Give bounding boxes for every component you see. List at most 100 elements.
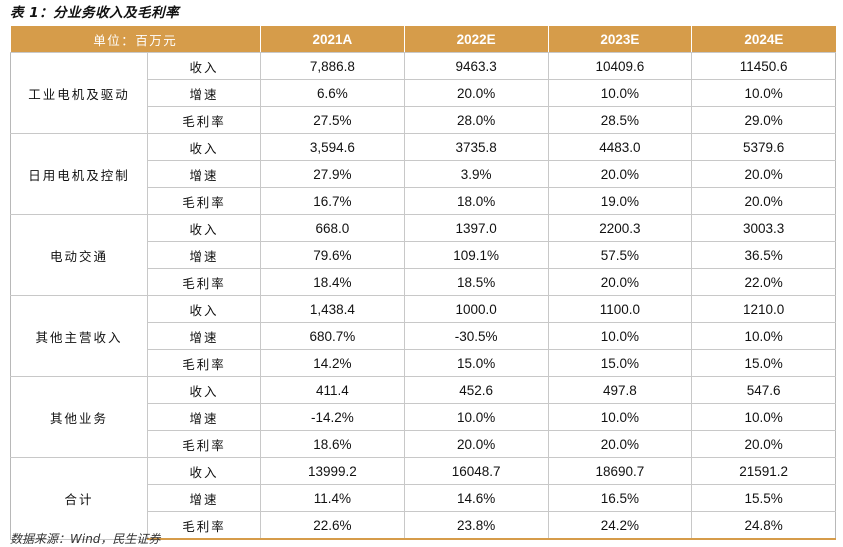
- value-cell: 1,438.4: [260, 295, 405, 323]
- table-row: 合计 收入 13999.2 16048.7 18690.7 21591.2: [10, 457, 837, 540]
- value-cell: 20.0%: [403, 79, 549, 107]
- value-cell: -30.5%: [403, 322, 549, 350]
- table-row: 毛利率 27.5% 28.0% 28.5% 29.0%: [11, 106, 837, 134]
- metric-label-cell: 毛利率: [146, 106, 262, 134]
- value-cell: 28.5%: [547, 106, 693, 134]
- metric-label-cell: 增速: [146, 79, 262, 107]
- value-cell: 18.0%: [403, 187, 549, 215]
- table-row: 增速 27.9% 3.9% 20.0% 20.0%: [11, 160, 837, 188]
- value-cell: 497.8: [547, 376, 693, 404]
- value-cell: 18.4%: [260, 268, 405, 296]
- unit-header: 单位：百万元: [10, 26, 262, 53]
- metric-label-cell: 收入: [146, 214, 262, 242]
- value-cell: 3.9%: [403, 160, 549, 188]
- value-cell: 9463.3: [403, 52, 549, 80]
- year-header: 2024E: [691, 26, 836, 53]
- segment-name-cell: 日用电机及控制: [10, 133, 148, 215]
- table-row: 毛利率 18.6% 20.0% 20.0% 20.0%: [11, 430, 837, 458]
- value-cell: 20.0%: [691, 160, 837, 188]
- value-cell: 20.0%: [547, 430, 693, 458]
- value-cell: 3,594.6: [260, 133, 405, 161]
- value-cell: -14.2%: [260, 403, 405, 431]
- table-caption: 表 1：分业务收入及毛利率: [10, 5, 180, 21]
- segment-financials-table: 单位：百万元 2021A 2022E 2023E 2024E 工业电机及驱动 收入…: [10, 26, 837, 540]
- value-cell: 680.7%: [260, 322, 405, 350]
- value-cell: 10.0%: [403, 403, 549, 431]
- value-cell: 20.0%: [547, 160, 693, 188]
- metric-label-cell: 增速: [146, 241, 262, 269]
- value-cell: 24.8%: [691, 511, 837, 540]
- value-cell: 27.5%: [260, 106, 405, 134]
- table-row: 增速 6.6% 20.0% 10.0% 10.0%: [11, 79, 837, 107]
- value-cell: 3735.8: [403, 133, 549, 161]
- value-cell: 18690.7: [547, 457, 693, 485]
- value-cell: 79.6%: [260, 241, 405, 269]
- table-row: 日用电机及控制 收入 3,594.6 3735.8 4483.0 5379.6: [10, 133, 837, 215]
- value-cell: 27.9%: [260, 160, 405, 188]
- year-header: 2023E: [547, 26, 693, 53]
- metric-label-cell: 毛利率: [146, 511, 262, 540]
- value-cell: 18.6%: [260, 430, 405, 458]
- value-cell: 6.6%: [260, 79, 405, 107]
- value-cell: 109.1%: [403, 241, 549, 269]
- segment-name-cell: 合计: [10, 457, 148, 540]
- value-cell: 23.8%: [403, 511, 549, 540]
- value-cell: 10.0%: [547, 79, 693, 107]
- value-cell: 15.0%: [403, 349, 549, 377]
- value-cell: 16.7%: [260, 187, 405, 215]
- value-cell: 668.0: [260, 214, 405, 242]
- value-cell: 13999.2: [260, 457, 405, 485]
- value-cell: 15.5%: [691, 484, 837, 512]
- table-row: 工业电机及驱动 收入 7,886.8 9463.3 10409.6 11450.6: [10, 52, 837, 134]
- value-cell: 10.0%: [547, 322, 693, 350]
- metric-label-cell: 增速: [146, 484, 262, 512]
- value-cell: 411.4: [260, 376, 405, 404]
- metric-label-cell: 收入: [146, 376, 262, 404]
- value-cell: 16048.7: [403, 457, 549, 485]
- value-cell: 24.2%: [547, 511, 693, 540]
- value-cell: 36.5%: [691, 241, 837, 269]
- table-row: 电动交通 收入 668.0 1397.0 2200.3 3003.3: [10, 214, 837, 296]
- value-cell: 19.0%: [547, 187, 693, 215]
- value-cell: 3003.3: [691, 214, 837, 242]
- metric-label-cell: 收入: [146, 133, 262, 161]
- table-row: 增速 11.4% 14.6% 16.5% 15.5%: [11, 484, 837, 512]
- metric-label-cell: 收入: [146, 52, 262, 80]
- table-row: 毛利率 16.7% 18.0% 19.0% 20.0%: [11, 187, 837, 215]
- metric-label-cell: 收入: [146, 457, 262, 485]
- metric-label-cell: 毛利率: [146, 187, 262, 215]
- segment-name-cell: 其他主营收入: [10, 295, 148, 377]
- value-cell: 57.5%: [547, 241, 693, 269]
- value-cell: 2200.3: [547, 214, 693, 242]
- table-row: 增速 79.6% 109.1% 57.5% 36.5%: [11, 241, 837, 269]
- metric-label-cell: 毛利率: [146, 268, 262, 296]
- value-cell: 10409.6: [547, 52, 693, 80]
- table-row: 其他主营收入 收入 1,438.4 1000.0 1100.0 1210.0: [10, 295, 837, 377]
- value-cell: 20.0%: [691, 430, 837, 458]
- metric-label-cell: 增速: [146, 403, 262, 431]
- value-cell: 1000.0: [403, 295, 549, 323]
- segment-name-cell: 工业电机及驱动: [10, 52, 148, 134]
- value-cell: 16.5%: [547, 484, 693, 512]
- value-cell: 15.0%: [547, 349, 693, 377]
- value-cell: 4483.0: [547, 133, 693, 161]
- table-row: 增速 -14.2% 10.0% 10.0% 10.0%: [11, 403, 837, 431]
- value-cell: 15.0%: [691, 349, 837, 377]
- value-cell: 10.0%: [691, 79, 837, 107]
- value-cell: 5379.6: [691, 133, 837, 161]
- table-row: 其他业务 收入 411.4 452.6 497.8 547.6: [10, 376, 837, 458]
- value-cell: 10.0%: [547, 403, 693, 431]
- value-cell: 7,886.8: [260, 52, 405, 80]
- year-header: 2022E: [403, 26, 549, 53]
- value-cell: 11450.6: [691, 52, 837, 80]
- value-cell: 20.0%: [547, 268, 693, 296]
- value-cell: 10.0%: [691, 322, 837, 350]
- header-row: 单位：百万元 2021A 2022E 2023E 2024E: [10, 26, 836, 53]
- table-body: 工业电机及驱动 收入 7,886.8 9463.3 10409.6 11450.6 增速 6.…: [10, 52, 837, 540]
- value-cell: 28.0%: [403, 106, 549, 134]
- metric-label-cell: 毛利率: [146, 349, 262, 377]
- value-cell: 18.5%: [403, 268, 549, 296]
- value-cell: 21591.2: [691, 457, 837, 485]
- segment-name-cell: 电动交通: [10, 214, 148, 296]
- value-cell: 29.0%: [691, 106, 837, 134]
